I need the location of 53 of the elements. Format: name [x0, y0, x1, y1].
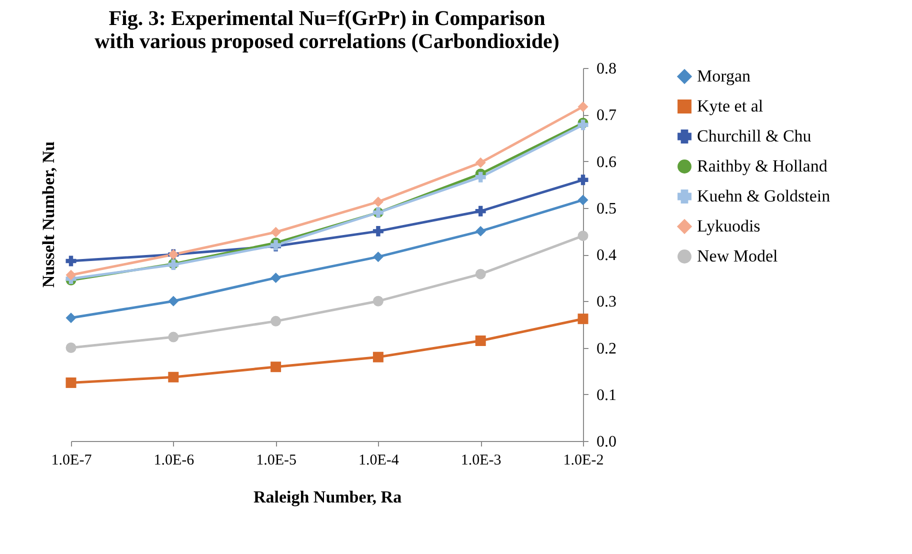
- y-tick-label: 0.6: [596, 154, 616, 171]
- x-tick-label: 1.0E-2: [563, 452, 604, 468]
- point: [66, 312, 76, 324]
- point: [578, 230, 588, 242]
- point: [372, 252, 384, 262]
- legend-label: Churchill & Chu: [697, 126, 812, 146]
- point: [66, 342, 76, 353]
- y-tick-label: 0.0: [596, 434, 616, 450]
- legend-label: New Model: [697, 246, 778, 266]
- point: [578, 314, 588, 324]
- point: [372, 352, 384, 362]
- x-tick-label: 1.0E-3: [460, 452, 502, 468]
- y-tick-label: 0.5: [596, 200, 616, 218]
- point: [475, 172, 486, 182]
- point: [66, 377, 76, 388]
- y-tick-label: 0.7: [596, 107, 616, 124]
- legend-label: Kyte et al: [697, 96, 764, 116]
- point: [168, 372, 179, 382]
- x-tick-label: 1.0E-5: [256, 452, 297, 468]
- y-axis-title: Nusselt Number, Nu: [39, 141, 58, 288]
- x-tick-label: 1.0E-7: [51, 452, 92, 468]
- point: [578, 194, 588, 206]
- x-axis-title: Raleigh Number, Ra: [253, 488, 402, 506]
- x-tick-label: 1.0E-4: [358, 452, 400, 468]
- point: [270, 272, 282, 284]
- point: [66, 256, 76, 266]
- point: [66, 270, 76, 280]
- x-tick-label: 1.0E-6: [154, 452, 195, 468]
- point: [475, 336, 486, 346]
- point: [578, 174, 588, 186]
- point: [475, 157, 486, 168]
- point: [270, 226, 282, 238]
- legend-label: Kuehn & Goldstein: [697, 186, 831, 206]
- y-tick-label: 0.8: [596, 60, 616, 78]
- point: [578, 101, 588, 112]
- y-tick-label: 0.2: [596, 340, 616, 358]
- y-tick-label: 0.3: [596, 294, 616, 311]
- point: [270, 362, 282, 372]
- y-tick-label: 0.4: [596, 247, 616, 264]
- y-tick-label: 0.1: [596, 386, 616, 404]
- point: [372, 196, 384, 208]
- legend-label: Raithby & Holland: [697, 156, 828, 176]
- point: [475, 226, 486, 236]
- point: [372, 296, 384, 306]
- legend-label: Lykuodis: [697, 216, 760, 236]
- point: [475, 268, 486, 280]
- point: [475, 206, 486, 216]
- point: [270, 316, 282, 326]
- point: [168, 332, 179, 342]
- point: [168, 296, 179, 306]
- legend-label: Morgan: [697, 66, 752, 86]
- chart-title: Fig. 3: Experimental Nu=f(GrPr) in Comparison with various proposed correlations (Carbondioxide): [94, 6, 560, 53]
- point: [372, 226, 384, 236]
